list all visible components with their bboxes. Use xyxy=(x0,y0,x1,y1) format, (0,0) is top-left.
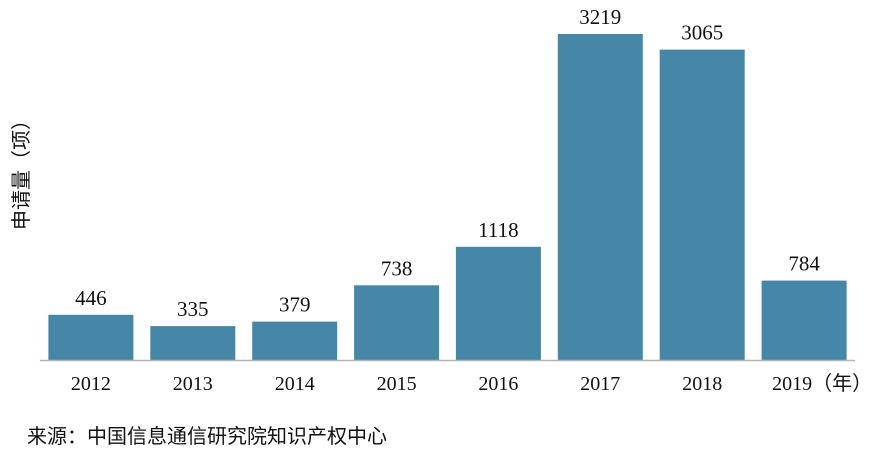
bar-2016 xyxy=(455,246,541,360)
x-tick-label-6: 2018 xyxy=(682,373,722,395)
value-label-2013: 335 xyxy=(177,297,209,321)
bar-2015 xyxy=(354,285,440,360)
value-label-2016: 1118 xyxy=(478,218,518,242)
x-tick-label-7: 2019（年） xyxy=(772,372,872,395)
bars-group xyxy=(48,34,847,360)
source-note: 来源：中国信息通信研究院知识产权中心 xyxy=(27,424,387,448)
value-label-2017: 3219 xyxy=(579,5,621,29)
value-labels-group: 446 335 379 738 1118 3219 3065 784 xyxy=(75,5,820,321)
value-label-2018: 3065 xyxy=(681,21,723,45)
x-tick-label-0: 2012 xyxy=(71,373,111,395)
bar-2014 xyxy=(252,321,338,360)
bar-2019（年） xyxy=(761,280,847,360)
bar-2013 xyxy=(150,326,236,360)
bar-2017 xyxy=(557,34,643,360)
x-tick-label-3: 2015 xyxy=(377,373,417,395)
y-axis-label: 申请量（项） xyxy=(9,110,33,230)
value-label-2012: 446 xyxy=(75,286,107,310)
x-tick-label-5: 2017 xyxy=(580,373,620,395)
bar-2012 xyxy=(48,314,134,360)
x-tick-labels-group: 2012 2013 2014 2015 2016 2017 2018 2019（年） xyxy=(71,372,872,395)
x-tick-label-2: 2014 xyxy=(275,373,315,395)
value-label-2019（年）: 784 xyxy=(788,252,820,276)
x-tick-label-4: 2016 xyxy=(478,373,518,395)
value-label-2014: 379 xyxy=(279,293,311,317)
value-label-2015: 738 xyxy=(381,256,413,280)
x-tick-label-1: 2013 xyxy=(173,373,213,395)
bar-2018 xyxy=(659,49,745,360)
